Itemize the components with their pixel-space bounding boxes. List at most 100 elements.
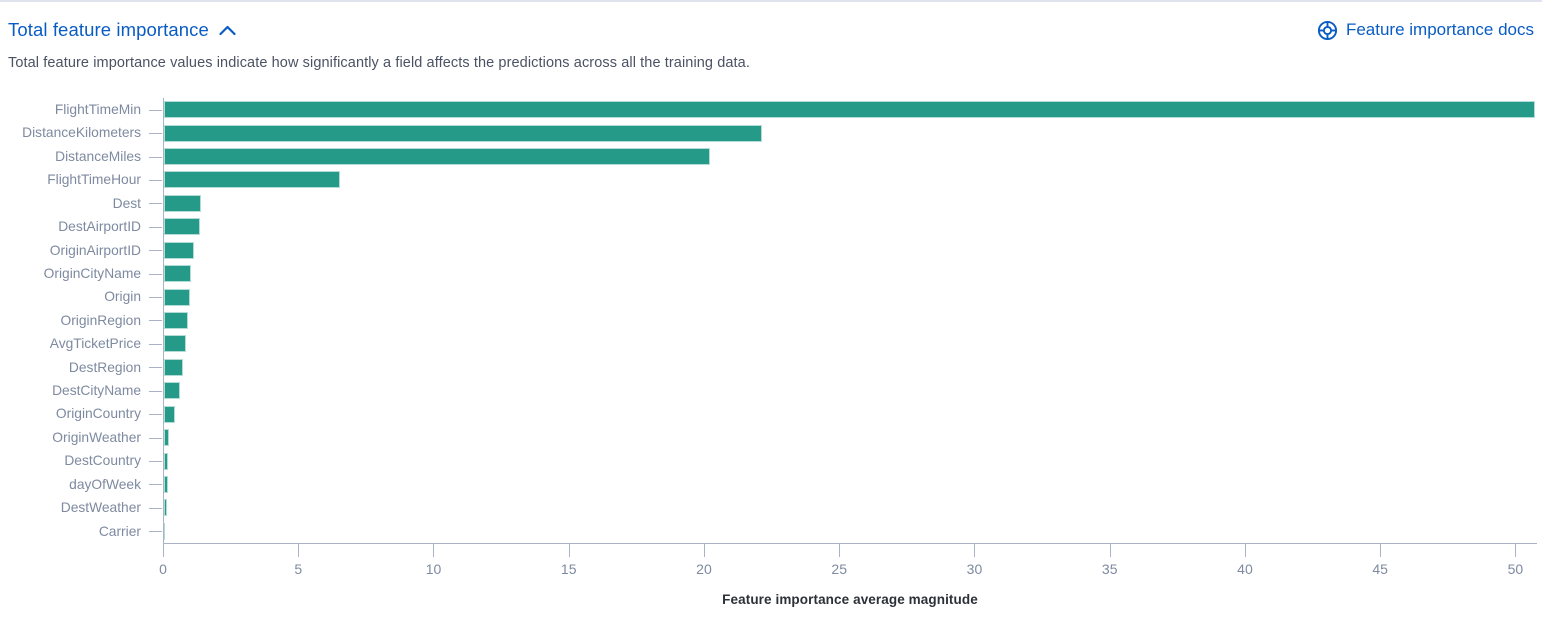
- bar-Carrier[interactable]: [164, 522, 166, 540]
- y-axis-label: OriginWeather: [52, 429, 141, 445]
- y-axis-tick: [149, 343, 162, 345]
- x-axis-tick: [974, 544, 976, 557]
- y-axis-label: DistanceKilometers: [22, 125, 141, 141]
- y-axis-label: DestAirportID: [58, 219, 141, 235]
- y-axis-line: [163, 98, 164, 543]
- y-axis-tick: [149, 203, 162, 205]
- bar-Origin[interactable]: [164, 288, 191, 306]
- x-axis-line: [163, 543, 1537, 544]
- x-axis-tick-label: 35: [1101, 561, 1118, 577]
- x-axis-tick-label: 5: [294, 561, 303, 577]
- y-axis-tick: [149, 484, 162, 486]
- bar-DistanceMiles[interactable]: [164, 148, 711, 166]
- y-axis-tick: [149, 156, 162, 158]
- y-axis-tick: [149, 531, 162, 533]
- bar-FlightTimeHour[interactable]: [164, 171, 340, 189]
- x-axis-tick: [703, 544, 705, 557]
- chart-row: OriginCityName: [0, 262, 1542, 285]
- x-axis-tick-label: 20: [696, 561, 712, 577]
- y-axis-label: OriginCityName: [43, 265, 141, 281]
- bar-FlightTimeMin[interactable]: [164, 101, 1536, 119]
- chart-row: Origin: [0, 285, 1542, 308]
- x-axis-tick: [1244, 544, 1246, 557]
- x-axis-tick: [298, 544, 300, 557]
- x-axis-tick: [1515, 544, 1517, 557]
- bar-dayOfWeek[interactable]: [164, 475, 168, 493]
- x-axis-tick: [433, 544, 435, 557]
- chart-row: OriginAirportID: [0, 239, 1542, 262]
- chevron-up-icon: [219, 25, 236, 36]
- chart-row: DistanceKilometers: [0, 121, 1542, 144]
- feature-importance-chart: FlightTimeMin DistanceKilometers DistanceM…: [0, 98, 1542, 610]
- y-axis-label: FlightTimeMin: [54, 102, 141, 117]
- y-axis-label: Origin: [104, 289, 141, 305]
- bar-OriginWeather[interactable]: [164, 429, 169, 447]
- accordion-toggle-button[interactable]: Total feature importance: [8, 19, 236, 41]
- chart-row: DestAirportID: [0, 215, 1542, 238]
- y-axis-tick: [149, 461, 162, 463]
- bar-DestRegion[interactable]: [164, 358, 184, 376]
- y-axis-label: Carrier: [98, 523, 141, 539]
- chart-row: DestRegion: [0, 356, 1542, 379]
- bar-DestCountry[interactable]: [164, 452, 169, 470]
- chart-row: OriginRegion: [0, 309, 1542, 332]
- y-axis-tick: [149, 226, 162, 228]
- plot-area: FlightTimeMin DistanceKilometers DistanceM…: [0, 98, 1542, 543]
- chart-row: DestCityName: [0, 379, 1542, 402]
- y-axis-tick: [149, 367, 162, 369]
- x-axis-tick-label: 15: [560, 561, 577, 577]
- chart-row: DestWeather: [0, 496, 1542, 519]
- chart-row: Dest: [0, 192, 1542, 215]
- bar-DestWeather[interactable]: [164, 499, 167, 517]
- y-axis-tick: [149, 390, 162, 392]
- panel-title: Total feature importance: [8, 19, 209, 40]
- x-axis-title: Feature importance average magnitude: [722, 592, 978, 607]
- x-axis-tick-label: 45: [1372, 561, 1388, 577]
- life-ring-icon: [1317, 20, 1338, 41]
- bar-OriginAirportID[interactable]: [164, 241, 194, 259]
- chart-row: DistanceMiles: [0, 145, 1542, 168]
- y-axis-tick: [149, 273, 162, 275]
- chart-row: AvgTicketPrice: [0, 332, 1542, 355]
- x-axis-tick: [1380, 544, 1382, 557]
- docs-link-label: Feature importance docs: [1345, 20, 1534, 39]
- x-axis-tick-label: 25: [831, 561, 848, 577]
- x-axis-tick-label: 10: [425, 561, 442, 577]
- x-axis-tick: [839, 544, 841, 557]
- chart-row: dayOfWeek: [0, 473, 1542, 496]
- bar-DestCityName[interactable]: [164, 382, 181, 400]
- bar-OriginRegion[interactable]: [164, 311, 188, 329]
- chart-row: Carrier: [0, 520, 1542, 543]
- y-axis-tick: [149, 414, 162, 416]
- chart-row: FlightTimeMin: [0, 98, 1542, 121]
- chart-row: DestCountry: [0, 449, 1542, 472]
- x-axis-tick: [568, 544, 570, 557]
- y-axis-label: OriginCountry: [55, 406, 141, 422]
- chart-row: OriginWeather: [0, 426, 1542, 449]
- x-axis-tick: [163, 544, 164, 557]
- y-axis-tick: [149, 109, 162, 111]
- panel-description: Total feature importance values indicate…: [8, 55, 750, 71]
- y-axis-label: DestCountry: [64, 453, 141, 469]
- bar-DistanceKilometers[interactable]: [164, 124, 762, 142]
- bar-DestAirportID[interactable]: [164, 218, 200, 236]
- y-axis-label: DestWeather: [60, 500, 141, 516]
- bar-Dest[interactable]: [164, 194, 202, 212]
- y-axis-label: DestCityName: [52, 383, 141, 399]
- y-axis-tick: [149, 179, 162, 181]
- bar-AvgTicketPrice[interactable]: [164, 335, 187, 353]
- feature-importance-docs-link[interactable]: Feature importance docs: [1317, 20, 1534, 41]
- y-axis-tick: [149, 437, 162, 439]
- y-axis-label: OriginAirportID: [49, 242, 141, 258]
- panel-header: Total feature importance Feature importa…: [0, 2, 1542, 46]
- x-axis-tick-label: 40: [1237, 561, 1253, 577]
- y-axis-label: dayOfWeek: [69, 476, 141, 492]
- x-axis-tick-label: 0: [159, 561, 167, 577]
- y-axis-label: AvgTicketPrice: [49, 336, 141, 352]
- y-axis-label: OriginRegion: [60, 312, 141, 328]
- x-axis-tick-label: 30: [966, 561, 983, 577]
- y-axis-label: Dest: [112, 195, 141, 211]
- bar-OriginCityName[interactable]: [164, 265, 192, 283]
- bar-OriginCountry[interactable]: [164, 405, 176, 423]
